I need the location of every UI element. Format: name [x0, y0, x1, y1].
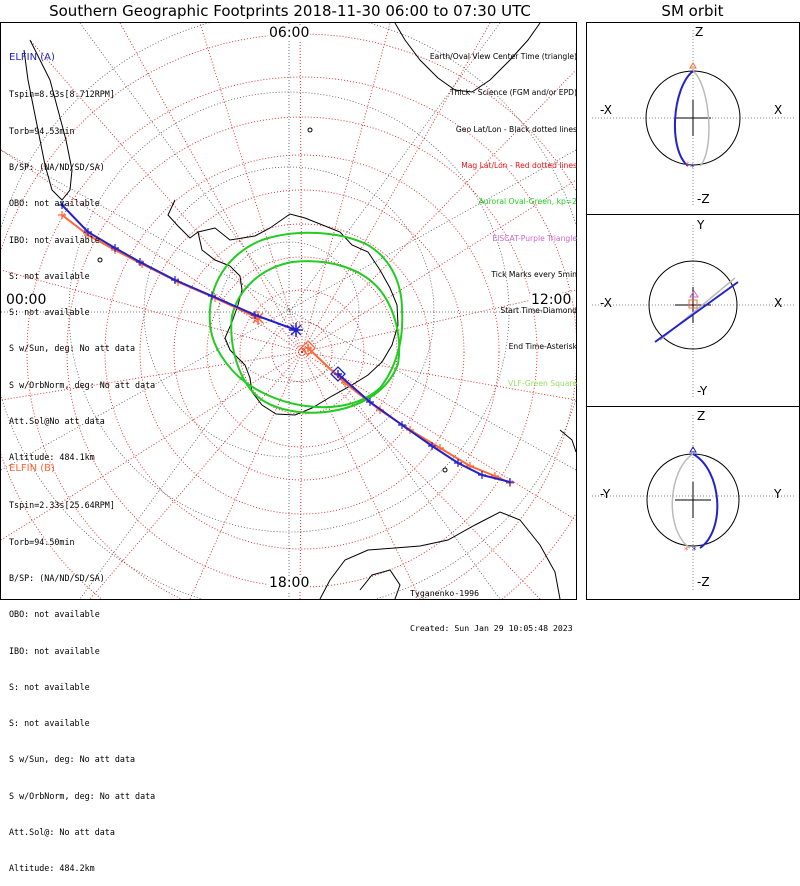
- legend-item: Thick - Science (FGM and/or EPD): [450, 88, 577, 98]
- sm-panel-3: * *: [592, 415, 794, 590]
- elfin-b-line: Att.Sol@: No att data: [9, 827, 115, 837]
- elfin-a-start-diamond: [330, 366, 346, 382]
- legend-item: Auroral Oval-Green, kp=2: [478, 197, 577, 207]
- sm-panel-2: [592, 225, 794, 398]
- sm2-right-label: X: [774, 296, 783, 310]
- geo-graticule: [1, 23, 576, 599]
- clock-label-right: 12:00: [530, 292, 573, 308]
- elfin-b-line: OBO: not available: [9, 609, 100, 620]
- credit: Tyganenko-1996 Created: Sun Jan 29 10:05…: [410, 565, 573, 646]
- elfin-a-tick-mark: [208, 292, 216, 300]
- elfin-a-tick-mark: [171, 276, 179, 284]
- elfin-a-tick-mark: [251, 311, 259, 319]
- elfin-a-end-asterisk: [289, 323, 303, 337]
- elfin-a-line: Torb=94.53min: [9, 125, 75, 136]
- elfin-b-line: IBO: not available: [9, 645, 100, 656]
- elfin-b-line: S: not available: [9, 681, 90, 692]
- elfin-a-line: S w/OrbNorm, deg: No att data: [9, 379, 156, 390]
- legend-item: EISCAT-Purple Triangle: [492, 233, 577, 243]
- elfin-b-info: ELFIN (B) Tspin=2.33s[25.64RPM] Torb=94.…: [9, 439, 155, 886]
- elfin-a-line: S: not available: [9, 307, 90, 318]
- sm2-bottom-label: -Y: [697, 384, 708, 398]
- sm1-bottom-label: -Z: [697, 192, 710, 206]
- clock-label-bottom: 18:00: [268, 575, 311, 591]
- clock-label-left: 00:00: [5, 292, 48, 308]
- elfin-a-tick-mark: [58, 201, 66, 209]
- credit-model: Tyganenko-1996: [410, 588, 480, 598]
- legend-item: Tick Marks every 5min: [491, 269, 577, 279]
- elfin-b-start-diamond: [300, 340, 316, 356]
- elfin-a-tick-mark: [454, 459, 462, 467]
- elfin-b-line: Tspin=2.33s[25.64RPM]: [9, 500, 115, 511]
- credit-created: Created: Sun Jan 29 10:05:48 2023: [410, 622, 573, 633]
- sm3-top-label: Z: [697, 409, 706, 423]
- sm-panel-1: * *: [592, 30, 794, 206]
- elfin-a-tick-mark: [506, 478, 514, 486]
- elfin-b-end-asterisk: [251, 311, 265, 325]
- legend-item: Geo Lat/Lon - Black dotted lines: [455, 124, 577, 134]
- elfin-a-tick-mark: [478, 471, 486, 479]
- sm1-top-label: Z: [695, 25, 704, 39]
- elfin-a-tick-mark: [428, 442, 436, 450]
- legend-item: Mag Lat/Lon - Red dotted lines: [461, 161, 577, 171]
- elfin-a-line: Tspin=8.93s[8.712RPM]: [9, 89, 115, 100]
- legend-item: Start Time-Diamond: [500, 306, 577, 316]
- elfin-b-name: ELFIN (B): [9, 463, 55, 475]
- chart-title: Southern Geographic Footprints 2018-11-3…: [49, 2, 531, 20]
- svg-text:*: *: [685, 161, 690, 171]
- elfin-a-line: Att.Sol@No att data: [9, 416, 105, 426]
- elfin-a-info: ELFIN (A) Tspin=8.93s[8.712RPM] Torb=94.…: [9, 28, 155, 475]
- elfin-a-tick-mark: [366, 398, 374, 406]
- legend-item: VLF-Green Square: [508, 378, 577, 388]
- elfin-a-tick-mark: [136, 258, 144, 266]
- legend: Earth/Oval View Center Time (triangle) T…: [430, 27, 577, 402]
- elfin-a-tick-mark: [84, 228, 92, 236]
- elfin-b-track-east: [307, 347, 511, 484]
- elfin-a-tick-mark: [111, 244, 119, 252]
- elfin-b-line: B/SP: (NA/ND/SD/SA): [9, 573, 105, 584]
- elfin-a-track-west: [61, 204, 297, 331]
- sm1-left-label: -X: [600, 103, 612, 117]
- elfin-b-line: Altitude: 484.2km: [9, 863, 95, 874]
- sm3-left-label: -Y: [600, 487, 611, 501]
- elfin-a-tick-mark: [398, 421, 406, 429]
- elfin-a-line: B/SP: (NA/ND/SD/SA): [9, 162, 105, 173]
- elfin-a-name: ELFIN (A): [9, 52, 55, 64]
- elfin-b-tick-mark: [58, 211, 66, 219]
- svg-text:*: *: [684, 546, 689, 556]
- elfin-a-line: Altitude: 484.1km: [9, 452, 95, 463]
- legend-item: End Time-Asterisk: [508, 342, 577, 352]
- elfin-b-line: Torb=94.50min: [9, 536, 75, 547]
- elfin-a-line: S w/Sun, deg: No att data: [9, 343, 136, 354]
- svg-text:*: *: [690, 163, 695, 173]
- sm-orbit-title: SM orbit: [661, 2, 724, 20]
- elfin-a-line: S: not available: [9, 270, 90, 281]
- legend-item: Earth/Oval View Center Time (triangle): [429, 52, 577, 62]
- elfin-b-line: S w/OrbNorm, deg: No att data: [9, 790, 156, 801]
- sm1-right-label: X: [774, 103, 783, 117]
- auroral-oval: [208, 231, 404, 414]
- clock-label-top: 06:00: [268, 25, 311, 41]
- sm3-bottom-label: -Z: [697, 575, 710, 589]
- sm2-left-label: -X: [600, 296, 612, 310]
- elfin-b-line: S w/Sun, deg: No att data: [9, 754, 136, 765]
- sm3-right-label: Y: [774, 487, 782, 501]
- sm2-top-label: Y: [697, 218, 705, 232]
- elfin-b-line: S: not available: [9, 718, 90, 729]
- svg-text:*: *: [692, 546, 697, 556]
- elfin-a-line: OBO: not available: [9, 198, 100, 209]
- elfin-a-line: IBO: not available: [9, 234, 100, 245]
